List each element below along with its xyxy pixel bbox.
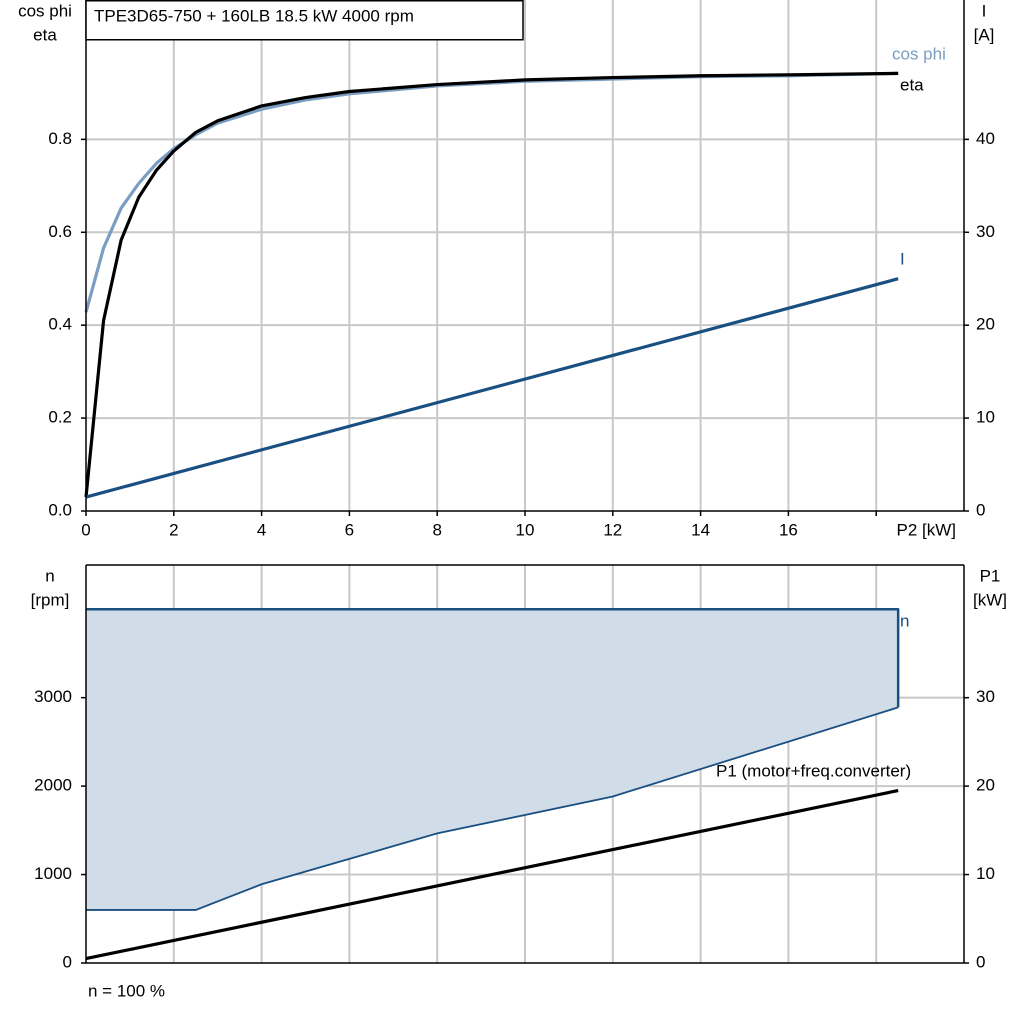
y2-tick-label: 30 — [976, 222, 995, 241]
y-tick-label: 3000 — [34, 687, 72, 706]
y-tick-label: 0.6 — [48, 222, 72, 241]
series-line — [84, 71, 899, 498]
x-tick-label: 12 — [603, 520, 622, 539]
series-label: eta — [900, 75, 924, 94]
y-tick-label: 2000 — [34, 776, 72, 795]
title-box — [85, 0, 524, 41]
y2-tick-label: 40 — [976, 129, 995, 148]
y2-axis-label: I — [982, 1, 987, 20]
x-tick-label: 2 — [169, 520, 178, 539]
series-label: n — [900, 611, 909, 630]
x-tick-label: 6 — [345, 520, 354, 539]
y-axis-label: [rpm] — [31, 590, 70, 609]
area-fill — [86, 609, 899, 910]
series-label: I — [900, 249, 905, 268]
y-tick-label: 0.2 — [48, 408, 72, 427]
x-tick-label: 10 — [516, 520, 535, 539]
x-tick-label: 8 — [432, 520, 441, 539]
y-axis-label: cos phi — [18, 1, 72, 20]
y-tick-label: 0.8 — [48, 129, 72, 148]
y2-tick-label: 20 — [976, 315, 995, 334]
y-tick-label: 0 — [63, 952, 72, 971]
y2-axis-label: [A] — [974, 25, 995, 44]
x-tick-label: 16 — [779, 520, 798, 539]
y2-tick-label: 10 — [976, 408, 995, 427]
series-label: cos phi — [892, 44, 946, 63]
lower-line — [86, 706, 899, 911]
x-tick-label: 14 — [691, 520, 710, 539]
y-tick-label: 0.4 — [48, 315, 72, 334]
series-line — [84, 71, 899, 313]
x-tick-label: P2 [kW] — [896, 520, 956, 539]
series-line — [85, 277, 899, 499]
y-tick-label: 0.0 — [48, 500, 72, 519]
x-tick-label: 0 — [81, 520, 90, 539]
footnote: n = 100 % — [88, 981, 165, 1000]
series-line — [86, 607, 900, 708]
y2-tick-label: 0 — [976, 952, 985, 971]
y2-tick-label: 0 — [976, 500, 985, 519]
chart-title: TPE3D65-750 + 160LB 18.5 kW 4000 rpm — [94, 6, 414, 25]
y-axis-label: eta — [33, 25, 57, 44]
y2-tick-label: 10 — [976, 864, 995, 883]
x-tick-label: 4 — [257, 520, 266, 539]
y-tick-label: 1000 — [34, 864, 72, 883]
series-line — [85, 788, 899, 961]
series-label: P1 (motor+freq.converter) — [716, 761, 911, 780]
y-axis-label: n — [45, 566, 54, 585]
y2-axis-label: [kW] — [973, 590, 1007, 609]
y2-tick-label: 20 — [976, 776, 995, 795]
y2-tick-label: 30 — [976, 687, 995, 706]
y2-axis-label: P1 — [980, 566, 1001, 585]
